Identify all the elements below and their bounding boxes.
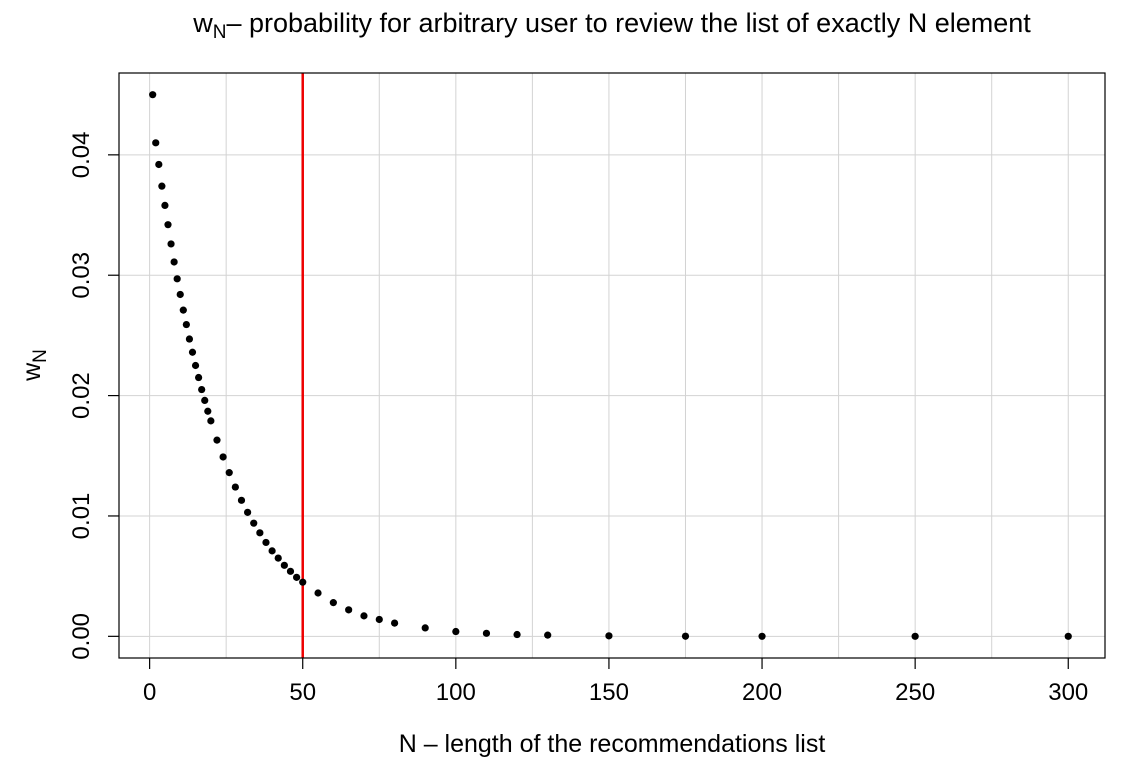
- x-tick-label: 200: [742, 679, 782, 706]
- x-tick-label: 100: [436, 679, 476, 706]
- data-points: [149, 91, 1072, 640]
- data-point: [170, 258, 178, 266]
- data-point: [167, 240, 175, 248]
- data-point: [268, 547, 276, 555]
- data-point: [262, 538, 270, 547]
- data-point: [176, 290, 184, 299]
- data-point: [482, 629, 491, 637]
- chart-title: wN– probability for arbitrary user to re…: [192, 8, 1031, 43]
- data-point: [195, 373, 203, 382]
- data-point: [179, 306, 187, 314]
- data-point: [513, 630, 521, 639]
- data-point: [237, 496, 246, 504]
- data-point: [201, 396, 209, 405]
- grid-lines: [119, 73, 1105, 658]
- data-point: [681, 632, 690, 640]
- x-axis-label: N – length of the recommendations list: [399, 730, 826, 758]
- data-point: [164, 221, 172, 229]
- data-point: [758, 632, 766, 640]
- data-point: [452, 627, 460, 636]
- title-symbol: w: [192, 8, 213, 38]
- y-tick-label: 0.00: [68, 613, 95, 660]
- data-point: [213, 436, 221, 444]
- data-point: [360, 612, 368, 620]
- data-point: [280, 561, 288, 569]
- data-point: [191, 361, 200, 370]
- x-tick-label: 300: [1048, 679, 1088, 706]
- data-point: [293, 573, 301, 581]
- data-point: [390, 619, 399, 627]
- data-point: [182, 320, 190, 329]
- data-point: [155, 160, 163, 169]
- x-tick-label: 50: [289, 679, 316, 706]
- data-point: [149, 91, 157, 99]
- data-point: [329, 599, 337, 607]
- data-point: [161, 201, 169, 210]
- x-tick-label: 250: [895, 679, 935, 706]
- data-point: [1064, 632, 1072, 640]
- data-point: [185, 335, 194, 343]
- y-tick-label: 0.04: [68, 131, 95, 178]
- data-point: [286, 567, 295, 575]
- data-point: [299, 578, 307, 586]
- data-point: [544, 631, 552, 639]
- data-point: [250, 519, 258, 527]
- title-subscript: N: [213, 22, 227, 43]
- x-tick-label: 0: [143, 679, 156, 706]
- data-point: [152, 139, 160, 147]
- data-point: [158, 182, 166, 190]
- data-point: [173, 275, 181, 283]
- title-text: – probability for arbitrary user to revi…: [226, 8, 1031, 38]
- data-point: [219, 453, 227, 461]
- data-point: [314, 589, 322, 597]
- data-point: [188, 348, 197, 356]
- data-point: [244, 508, 252, 516]
- y-tick-label: 0.01: [68, 493, 95, 540]
- x-tick-label: 150: [589, 679, 629, 706]
- data-point: [225, 469, 233, 477]
- y-label-subscript: N: [30, 349, 51, 363]
- data-point: [421, 624, 429, 632]
- y-tick-label: 0.03: [68, 252, 95, 299]
- y-axis-label: wN: [18, 349, 51, 382]
- data-point: [375, 615, 383, 624]
- data-point: [204, 407, 212, 415]
- data-point: [256, 529, 264, 537]
- data-point: [207, 417, 215, 425]
- plot-frame: [118, 72, 1106, 659]
- y-label-symbol: w: [18, 362, 46, 382]
- data-point: [605, 632, 613, 640]
- data-point: [198, 385, 206, 394]
- data-point: [274, 554, 282, 562]
- data-point: [231, 483, 239, 491]
- y-axis: 0.00 0.01 0.02 0.03 0.04: [68, 131, 119, 660]
- data-point: [345, 606, 353, 614]
- x-axis: 0 50 100 150 200 250 300: [143, 658, 1088, 706]
- y-tick-label: 0.02: [68, 372, 95, 419]
- data-point: [911, 632, 919, 640]
